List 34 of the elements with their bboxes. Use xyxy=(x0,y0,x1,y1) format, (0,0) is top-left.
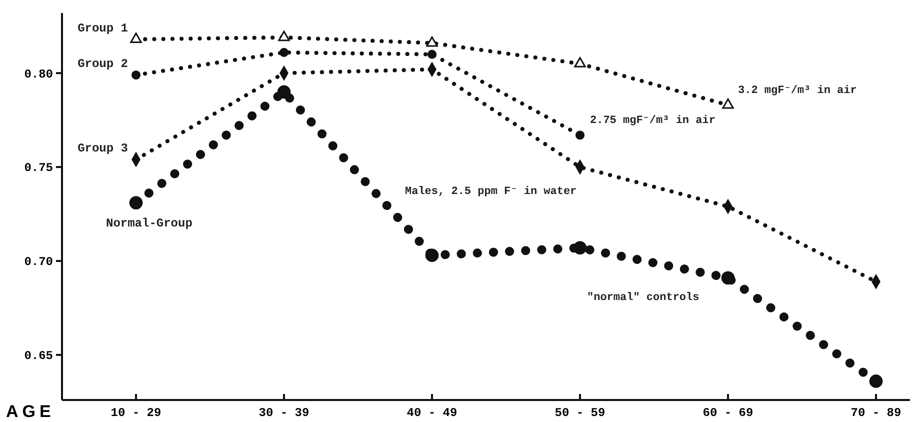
x-tick-label: 10 - 29 xyxy=(110,406,162,420)
series-label: Group 3 xyxy=(78,142,128,156)
y-tick-label: 0.70 xyxy=(24,255,53,270)
x-axis-title: AGE xyxy=(6,402,55,421)
point xyxy=(575,130,585,140)
point xyxy=(129,196,143,210)
point xyxy=(427,50,437,59)
y-tick-label: 0.75 xyxy=(24,161,53,176)
point xyxy=(426,36,438,47)
series-label: Group 2 xyxy=(78,56,128,71)
point xyxy=(425,248,439,262)
point xyxy=(574,57,586,68)
series-label: Normal-Group xyxy=(106,216,192,231)
point xyxy=(130,32,142,43)
annotation: "normal" controls xyxy=(587,292,700,304)
point xyxy=(721,271,735,285)
point xyxy=(869,374,883,388)
point xyxy=(722,98,734,109)
x-tick-label: 70 - 89 xyxy=(850,406,902,420)
annotation: 2.75 mgF⁻/m³ in air xyxy=(590,115,716,128)
x-tick-label: 40 - 49 xyxy=(406,406,458,420)
x-tick-label: 60 - 69 xyxy=(702,406,754,420)
y-tick-label: 0.65 xyxy=(24,349,53,364)
point xyxy=(277,85,291,99)
point xyxy=(131,70,141,80)
point xyxy=(279,48,289,57)
point xyxy=(573,241,587,254)
annotation: 3.2 mgF⁻/m³ in air xyxy=(738,85,857,98)
annotation: Males, 2.5 ppm F⁻ in water xyxy=(405,186,577,198)
series-label: Group 1 xyxy=(78,21,128,36)
x-tick-label: 30 - 39 xyxy=(258,406,310,420)
x-tick-label: 50 - 59 xyxy=(554,406,606,420)
y-tick-label: 0.80 xyxy=(24,67,53,82)
point xyxy=(278,30,290,42)
